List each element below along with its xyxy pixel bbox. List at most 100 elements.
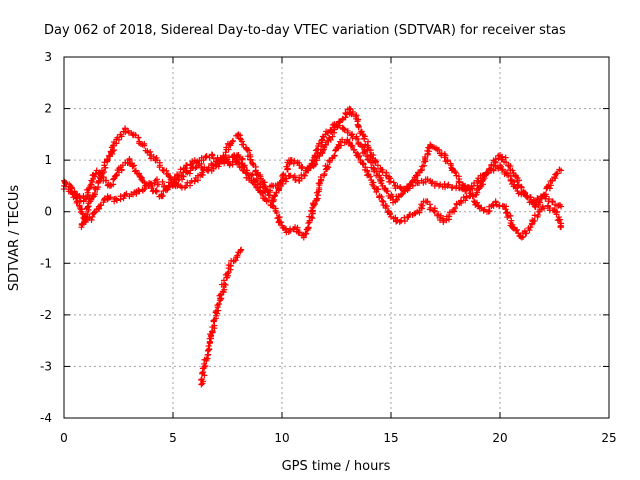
data-point xyxy=(130,162,137,169)
data-point xyxy=(278,219,285,226)
data-point xyxy=(186,170,193,177)
data-point xyxy=(484,170,491,177)
data-point xyxy=(340,125,347,132)
data-point xyxy=(452,169,459,176)
data-point xyxy=(312,200,319,207)
data-point xyxy=(542,191,549,198)
data-point xyxy=(230,137,237,144)
data-point xyxy=(235,159,242,166)
data-point xyxy=(445,181,452,188)
data-point xyxy=(98,173,105,180)
data-point xyxy=(318,137,325,144)
data-point xyxy=(149,182,156,189)
data-point xyxy=(456,179,463,186)
x-tick-label: 25 xyxy=(601,431,616,445)
data-point xyxy=(183,162,190,169)
data-point xyxy=(141,142,148,149)
data-point xyxy=(502,209,509,216)
chart-title: Day 062 of 2018, Sidereal Day-to-day VTE… xyxy=(44,23,566,38)
data-point xyxy=(426,201,433,208)
data-point xyxy=(514,226,521,233)
data-point xyxy=(104,156,111,163)
data-point xyxy=(188,161,195,168)
data-point xyxy=(451,208,458,215)
data-point xyxy=(227,262,234,269)
data-point xyxy=(558,224,565,231)
data-point xyxy=(523,193,530,200)
data-point xyxy=(349,142,356,149)
data-point xyxy=(401,218,408,225)
data-point xyxy=(306,213,313,220)
data-point xyxy=(215,301,222,308)
data-point xyxy=(71,188,78,195)
data-point xyxy=(507,176,514,183)
y-tick-label: 0 xyxy=(44,205,52,219)
data-point xyxy=(88,217,95,224)
data-point xyxy=(84,204,91,211)
data-point xyxy=(311,154,318,161)
data-point xyxy=(109,142,116,149)
data-point xyxy=(492,156,499,163)
data-point xyxy=(192,164,199,171)
data-point xyxy=(298,165,305,172)
data-point xyxy=(426,148,433,155)
data-point xyxy=(209,152,216,159)
data-point xyxy=(77,197,84,204)
data-point xyxy=(240,141,247,148)
data-point xyxy=(413,172,420,179)
data-point xyxy=(317,176,324,183)
data-point xyxy=(122,125,129,132)
data-point xyxy=(537,199,544,206)
data-point xyxy=(154,176,161,183)
y-tick-label: -2 xyxy=(40,308,52,322)
data-point xyxy=(518,234,525,241)
x-tick-label: 0 xyxy=(60,431,68,445)
data-point xyxy=(554,217,561,224)
data-point xyxy=(383,203,390,210)
data-point xyxy=(150,153,157,160)
data-point xyxy=(141,186,148,193)
data-point xyxy=(349,110,356,117)
data-point xyxy=(210,162,217,169)
data-point xyxy=(546,185,553,192)
data-point xyxy=(222,281,229,288)
data-point xyxy=(84,189,91,196)
data-point xyxy=(387,175,394,182)
data-point xyxy=(522,189,529,196)
data-point xyxy=(170,178,177,185)
data-point xyxy=(549,177,556,184)
data-point xyxy=(435,146,442,153)
data-point xyxy=(530,217,537,224)
data-point xyxy=(336,122,343,129)
data-point xyxy=(229,138,236,145)
data-point xyxy=(324,163,331,170)
data-point xyxy=(284,166,291,173)
data-point xyxy=(504,214,511,221)
data-point xyxy=(209,329,216,336)
data-point xyxy=(273,209,280,216)
data-point xyxy=(452,205,459,212)
data-point xyxy=(380,198,387,205)
data-point xyxy=(442,152,449,159)
data-point xyxy=(158,191,165,198)
data-point xyxy=(379,166,386,173)
data-series xyxy=(60,105,565,388)
y-axis-label: SDTVAR / TECUs xyxy=(7,185,22,292)
data-point xyxy=(397,192,404,199)
data-point xyxy=(125,127,132,134)
data-point xyxy=(321,172,328,179)
data-point xyxy=(246,147,253,154)
data-point xyxy=(257,173,264,180)
data-point xyxy=(480,207,487,214)
data-point xyxy=(320,146,327,153)
data-point xyxy=(478,204,485,211)
data-point xyxy=(422,155,429,162)
data-point xyxy=(431,207,438,214)
data-point xyxy=(212,315,219,322)
data-point xyxy=(509,225,516,232)
data-point xyxy=(481,175,488,182)
data-point xyxy=(355,116,362,123)
data-point xyxy=(132,167,139,174)
